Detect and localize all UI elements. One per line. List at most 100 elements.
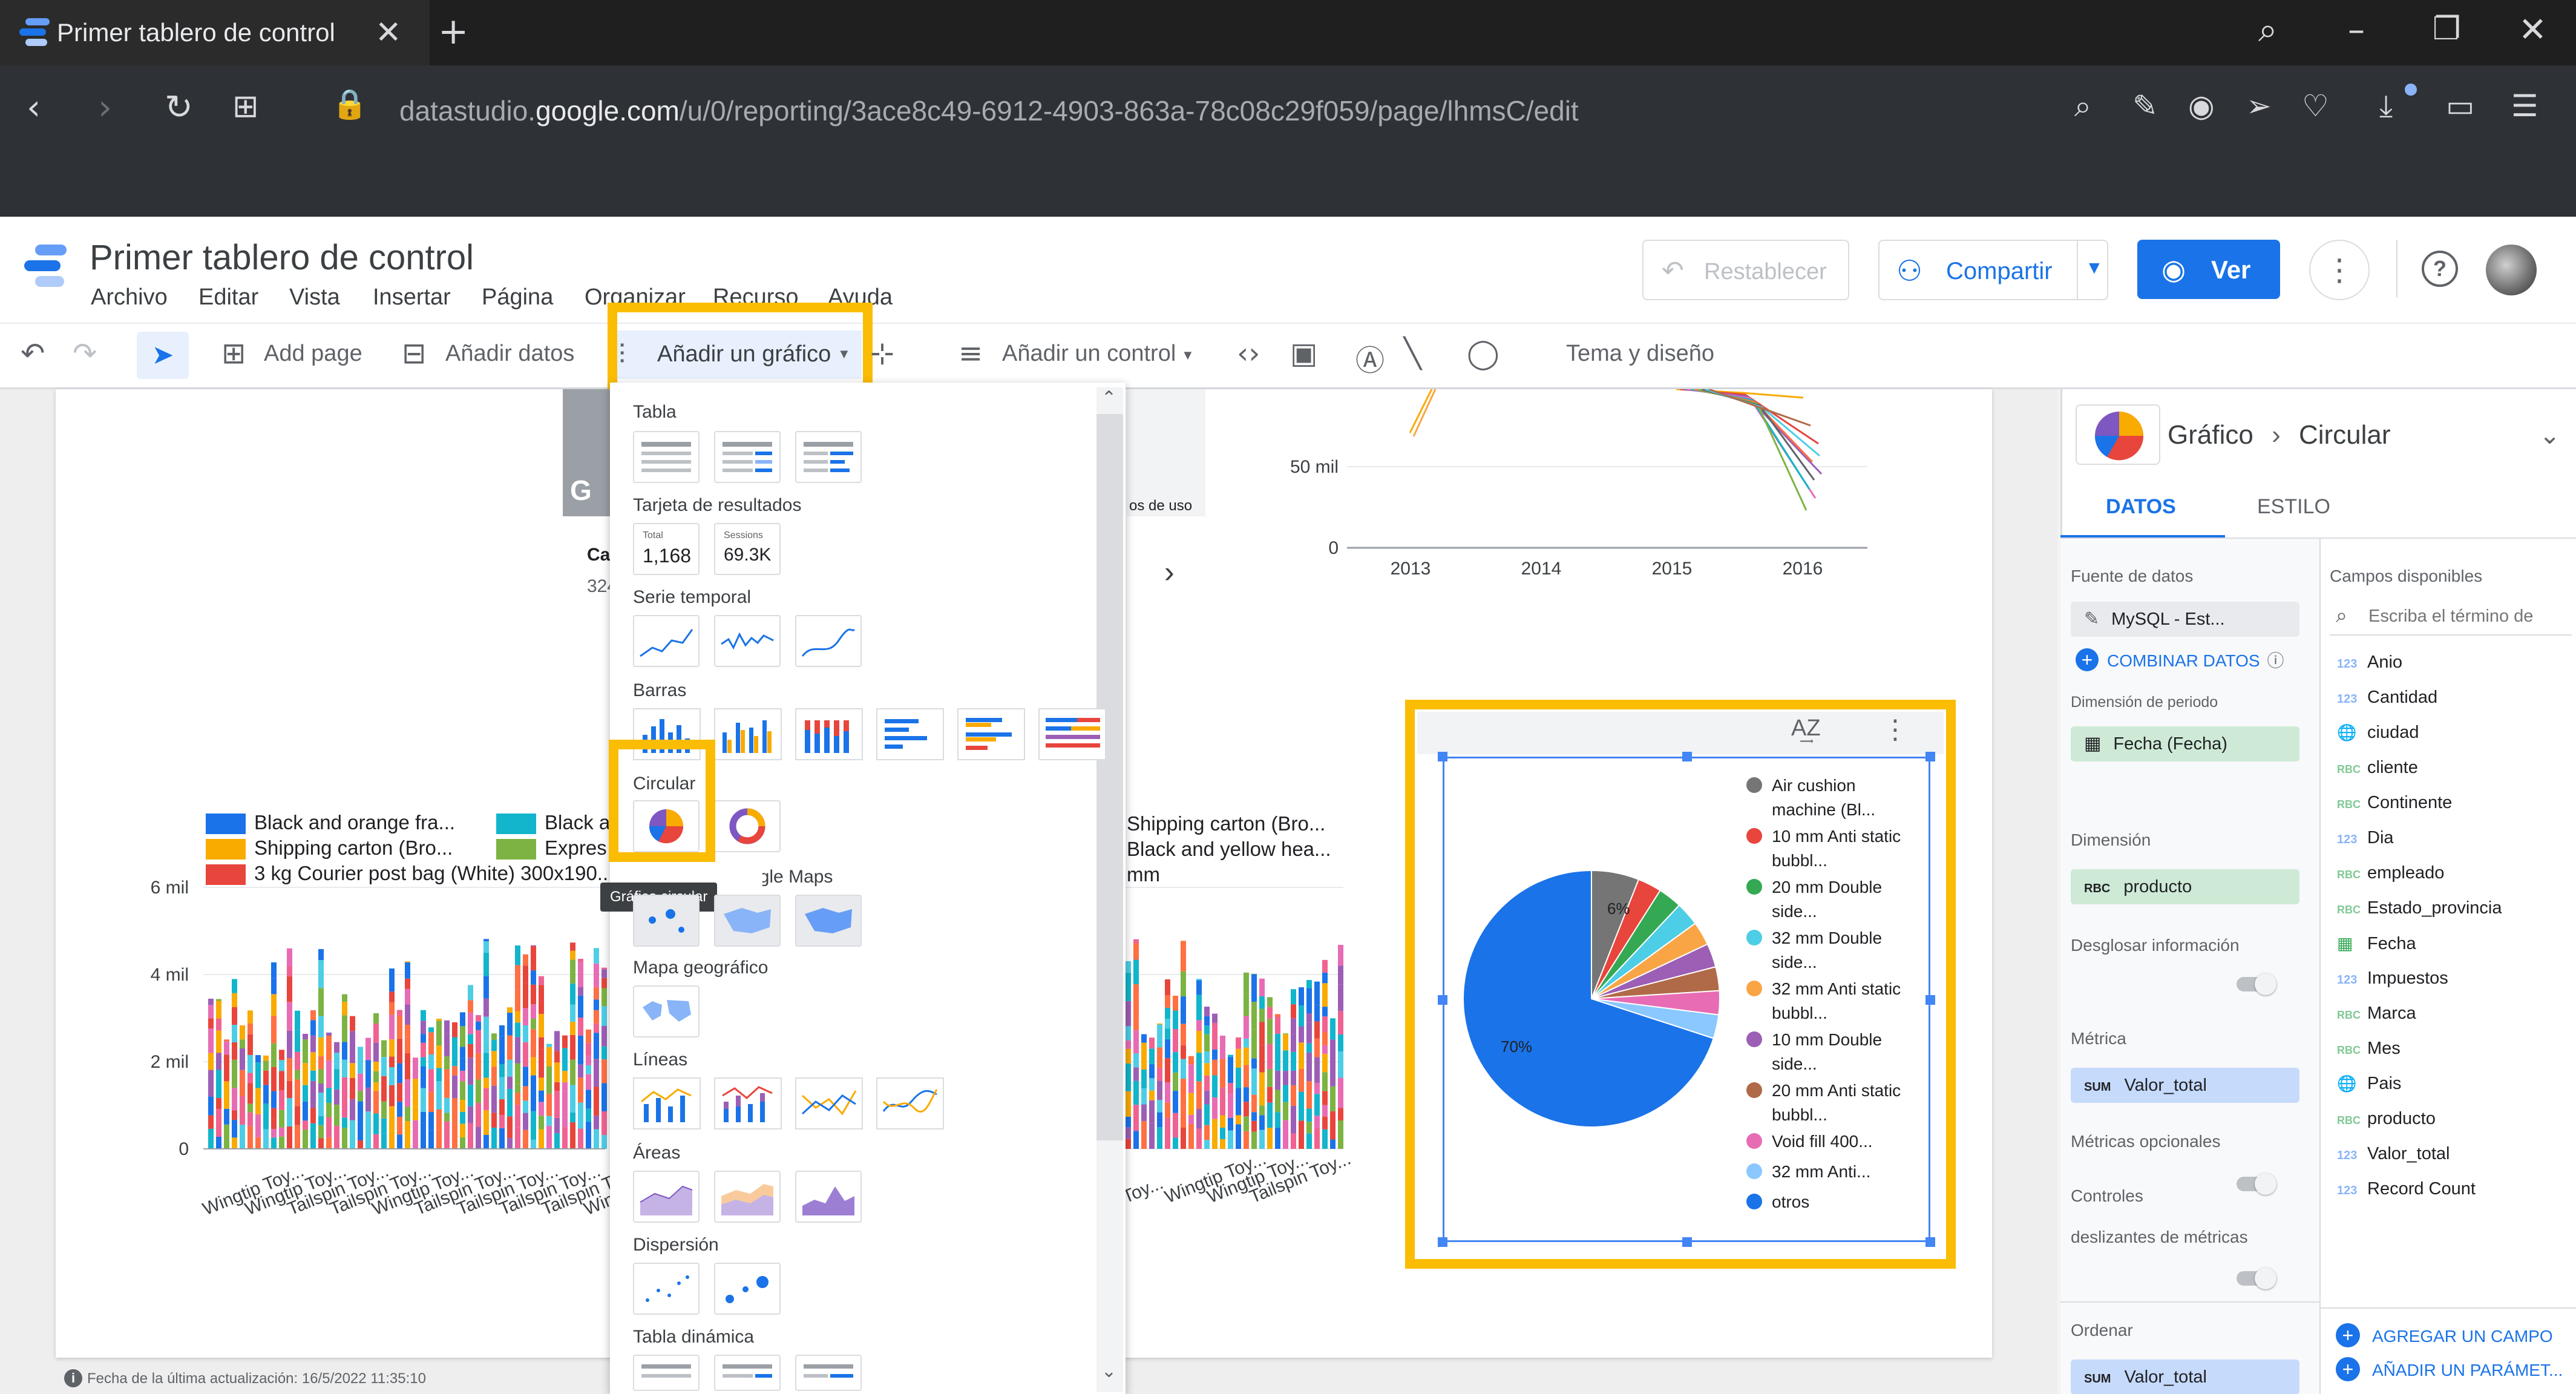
bar-segment[interactable] [318,949,324,961]
bar-segment[interactable] [436,1021,442,1046]
bar-segment[interactable] [483,1110,489,1136]
bar-segment[interactable] [1133,1017,1139,1031]
bar-segment[interactable] [539,1116,544,1129]
bar-segment[interactable] [1322,1072,1328,1091]
bar-segment[interactable] [334,1069,339,1090]
bar-segment[interactable] [350,1077,355,1090]
bar-segment[interactable] [460,1123,465,1137]
bar-segment[interactable] [460,1070,465,1082]
bar-segment[interactable] [1165,1039,1170,1059]
bar-segment[interactable] [1291,1018,1296,1034]
bar-segment[interactable] [499,1036,505,1065]
bar-segment[interactable] [1275,1112,1280,1128]
chart-type-pie[interactable] [633,800,700,852]
bar-segment[interactable] [1338,1077,1343,1099]
field-item[interactable]: 123 Impuestos [2337,968,2448,999]
bar-segment[interactable] [1196,1128,1202,1149]
bar-segment[interactable] [1133,984,1139,995]
bar-segment[interactable] [381,1076,387,1102]
series-line[interactable] [1409,389,1433,433]
bar-segment[interactable] [578,1035,583,1065]
bar-segment[interactable] [1204,1025,1210,1034]
bar-segment[interactable] [586,1065,591,1074]
bar-segment[interactable] [1236,1088,1241,1116]
add-control-button[interactable]: Añadir un control [1002,341,1176,366]
bar-segment[interactable] [1149,1048,1155,1064]
bar-segment[interactable] [1212,1059,1218,1076]
chart-type-heat-map[interactable] [795,895,862,947]
field-item[interactable]: 123 Cantidad [2337,688,2437,718]
bar-segment[interactable] [578,1128,583,1149]
bar-segment[interactable] [271,978,277,995]
bar-segment[interactable] [1322,1016,1328,1033]
bar-segment[interactable] [1259,1072,1265,1087]
pie-slice[interactable] [1463,869,1714,1128]
chart-type-selector[interactable] [2076,404,2160,465]
bar-segment[interactable] [263,1129,269,1149]
bar-segment[interactable] [601,1059,607,1083]
bar-segment[interactable] [539,1014,544,1037]
bar-segment[interactable] [1149,1123,1155,1149]
bar-segment[interactable] [1291,1105,1296,1134]
bar-segment[interactable] [523,1086,528,1101]
bar-segment[interactable] [1322,983,1328,1007]
bar-segment[interactable] [405,1079,410,1107]
bar-segment[interactable] [531,1100,536,1111]
bar-segment[interactable] [1244,1038,1249,1048]
bar-segment[interactable] [405,1024,410,1037]
field-item[interactable]: 123 Dia [2337,828,2394,858]
bar-segment[interactable] [1251,1094,1257,1113]
bar-segment[interactable] [232,1088,237,1111]
bar-segment[interactable] [1259,1129,1265,1149]
bar-segment[interactable] [1291,1004,1296,1019]
bar-segment[interactable] [1133,1030,1139,1054]
bar-segment[interactable] [318,1138,324,1149]
bar-segment[interactable] [476,1015,481,1022]
bar-segment[interactable] [1220,1115,1225,1128]
bar-segment[interactable] [1306,988,1312,1014]
bar-segment[interactable] [1244,1016,1249,1039]
bar-segment[interactable] [397,1010,402,1016]
bar-segment[interactable] [468,1034,473,1044]
bar-segment[interactable] [444,1097,450,1113]
bar-segment[interactable] [460,1137,465,1149]
bar-segment[interactable] [240,1048,245,1070]
bar-segment[interactable] [1181,1024,1186,1046]
bar-segment[interactable] [452,1022,457,1037]
bar-segment[interactable] [397,1063,402,1083]
settings-icon[interactable]: ☰ [2511,88,2538,123]
bar-segment[interactable] [460,1026,465,1047]
bar-segment[interactable] [570,1122,575,1149]
bar-segment[interactable] [1181,996,1186,1024]
bar-segment[interactable] [208,1005,214,1019]
bar-segment[interactable] [523,994,528,1008]
bar-segment[interactable] [271,1119,277,1129]
bar-segment[interactable] [507,1076,513,1089]
bar-segment[interactable] [208,1115,214,1129]
bar-segment[interactable] [255,1114,261,1137]
bar-segment[interactable] [397,1117,402,1135]
field-item[interactable]: 123 Anio [2337,653,2402,683]
bar-segment[interactable] [295,1106,300,1125]
chart-type-pivot-bars[interactable] [795,1355,862,1391]
bar-segment[interactable] [310,1020,316,1036]
bar-segment[interactable] [554,1133,560,1149]
back-icon[interactable]: ‹ [27,87,41,128]
chart-type-pivot-heatmap[interactable] [714,1355,781,1391]
browser-tab[interactable] [0,0,430,65]
bar-segment[interactable] [271,1129,277,1138]
bar-segment[interactable] [1267,1128,1273,1149]
lock-icon[interactable]: 🔒 [332,87,368,121]
bar-segment[interactable] [1165,979,1170,995]
bar-segment[interactable] [1212,1097,1218,1119]
bar-segment[interactable] [444,1020,450,1034]
line-icon[interactable]: ╲ [1404,337,1421,370]
chart-type-bubble-map[interactable] [633,895,700,947]
bar-segment[interactable] [444,1069,450,1098]
bar-segment[interactable] [1322,959,1328,973]
bar-segment[interactable] [499,1128,505,1149]
bar-segment[interactable] [1291,990,1296,1005]
bar-segment[interactable] [255,1055,261,1063]
bar-segment[interactable] [1251,974,1257,1002]
bar-segment[interactable] [507,1013,513,1036]
